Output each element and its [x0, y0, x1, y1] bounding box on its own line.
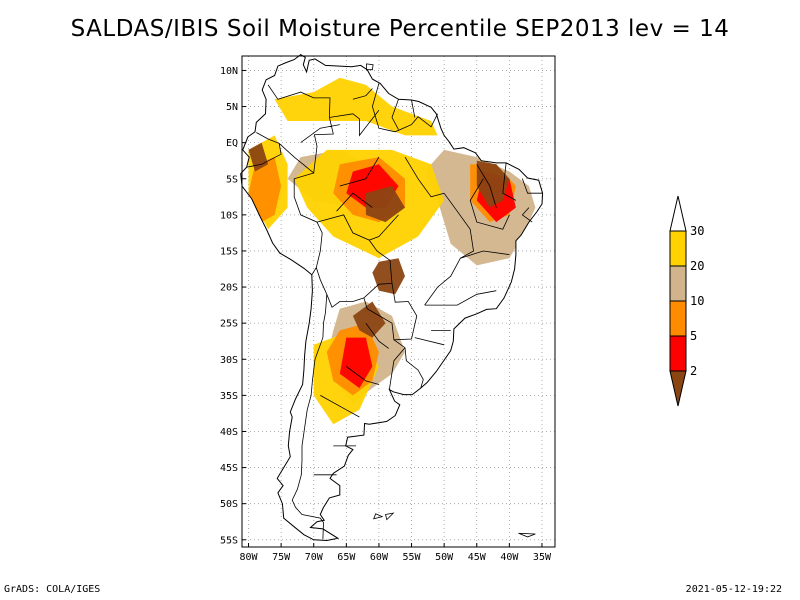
lat-tick-label: 10S	[220, 210, 238, 221]
lat-tick-label: 55S	[220, 535, 238, 546]
legend-swatch	[669, 230, 687, 267]
lat-tick-label: 45S	[220, 463, 238, 474]
lat-tick-label: 20S	[220, 283, 238, 294]
lat-tick-label: 40S	[220, 427, 238, 438]
legend-label: 10	[690, 294, 704, 308]
lat-tick-label: 5S	[226, 174, 238, 185]
lat-tick-label: 15S	[220, 246, 238, 257]
legend-swatch	[669, 300, 687, 337]
island-outline	[373, 513, 384, 520]
shade-orange-peru	[248, 157, 282, 223]
map-title: SALDAS/IBIS Soil Moisture Percentile SEP…	[70, 16, 730, 42]
shade-brown-west	[248, 142, 269, 172]
legend-arrow-top	[669, 195, 687, 232]
island-outline	[385, 512, 395, 521]
lon-tick-label: 55W	[403, 552, 422, 563]
lon-tick-label: 40W	[500, 552, 519, 563]
map-frame	[241, 55, 556, 548]
legend-label: 5	[690, 329, 697, 343]
shade-red-argentina	[339, 337, 373, 389]
lon-tick-label: 45W	[468, 552, 487, 563]
shade-brown-northeast	[476, 160, 510, 208]
legend-label: 30	[690, 224, 704, 238]
lat-tick-label: EQ	[226, 138, 238, 149]
shade-brown-south	[352, 301, 386, 338]
legend-arrow-bottom	[669, 370, 687, 407]
lon-tick-label: 60W	[370, 552, 389, 563]
footer-credit: GrADS: COLA/IGES	[4, 584, 101, 595]
islands	[366, 63, 536, 538]
country-borders	[246, 83, 542, 540]
shade-brown-amazon	[365, 186, 405, 223]
lon-tick-label: 35W	[533, 552, 552, 563]
lat-tick-label: 35S	[220, 391, 238, 402]
legend-label: 2	[690, 364, 697, 378]
latitude-gridlines	[242, 69, 555, 541]
color-legend: 30 20 10 5 2	[669, 195, 704, 407]
footer-timestamp: 2021-05-12-19:22	[685, 584, 782, 595]
legend-swatch	[669, 335, 687, 372]
legend-swatch	[669, 265, 687, 302]
lon-tick-label: 65W	[337, 552, 356, 563]
shade-yellow-north	[274, 77, 438, 136]
coastline	[240, 53, 544, 542]
lon-tick-label: 75W	[272, 552, 291, 563]
lat-tick-label: 5N	[226, 102, 238, 113]
lat-tick-label: 10N	[220, 66, 238, 77]
shade-brown-pantanal	[372, 258, 405, 295]
island-outline	[366, 63, 374, 71]
latitude-tick-labels: 10N 5N EQ 5S 10S 15S 20S 25S 30S 35S 40S 45S 50S 55S	[220, 66, 238, 546]
lat-tick-label: 25S	[220, 319, 238, 330]
island-outline	[518, 532, 536, 538]
longitude-gridlines	[248, 56, 543, 547]
longitude-tick-labels: 80W 75W 70W 65W 60W 55W 50W 45W 40W 35W	[239, 552, 551, 563]
lon-tick-label: 80W	[239, 552, 258, 563]
lon-tick-label: 70W	[305, 552, 324, 563]
lat-tick-label: 50S	[220, 499, 238, 510]
legend-label: 20	[690, 259, 704, 273]
lon-tick-label: 50W	[435, 552, 454, 563]
lat-tick-label: 30S	[220, 355, 238, 366]
